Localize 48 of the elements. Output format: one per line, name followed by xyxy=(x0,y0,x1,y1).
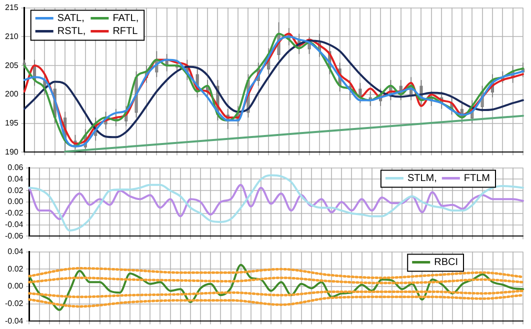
y-tick-label: 0.04 xyxy=(8,247,24,256)
candlestick xyxy=(379,88,382,106)
line-series xyxy=(28,184,524,220)
y-tick-label: 195 xyxy=(4,118,19,128)
candlestick xyxy=(511,65,514,84)
y-tick-label: 205 xyxy=(4,60,19,70)
legend-label: FTLM xyxy=(464,173,490,184)
candlestick xyxy=(84,128,87,150)
legend-label: RFTL xyxy=(112,26,138,38)
candlestick xyxy=(144,65,148,84)
y-tick-label: 215 xyxy=(4,3,19,12)
legend-label: FATL, xyxy=(112,13,139,24)
y-tick-label: 210 xyxy=(4,32,19,41)
legend-label: RBCI xyxy=(434,257,458,268)
candlestick xyxy=(389,80,392,101)
y-tick-label: 0.02 xyxy=(8,186,24,195)
candlestick xyxy=(490,74,494,98)
line-series xyxy=(28,264,524,311)
candlestick xyxy=(521,62,525,78)
y-tick-label: 0.00 xyxy=(8,197,24,206)
y-tick-label: 0.06 xyxy=(8,163,24,172)
y-tick-label: -0.04 xyxy=(5,220,24,230)
y-tick-label: 200 xyxy=(4,90,19,99)
candlestick xyxy=(308,36,311,55)
y-tick-label: 190 xyxy=(4,147,19,156)
candlestick xyxy=(277,22,280,60)
y-tick-label: -0.02 xyxy=(5,208,24,218)
y-tick-label: -0.06 xyxy=(5,231,24,240)
y-tick-label: -0.04 xyxy=(5,316,24,326)
candlestick xyxy=(410,76,413,101)
y-tick-label: 0.04 xyxy=(8,174,24,184)
candlestick xyxy=(256,62,260,86)
candlestick xyxy=(246,74,250,118)
y-tick-label: -0.02 xyxy=(5,299,24,308)
line-series xyxy=(28,294,524,308)
candlestick xyxy=(206,80,210,98)
legend-label: SATL, xyxy=(57,13,84,24)
line-series xyxy=(28,174,524,232)
y-tick-label: 0.02 xyxy=(8,264,24,274)
y-tick-label: 0.00 xyxy=(8,282,24,291)
candlestick xyxy=(94,117,98,142)
candlestick xyxy=(236,105,240,127)
legend-label: RSTL, xyxy=(57,26,86,38)
line-series xyxy=(28,267,524,280)
candlestick xyxy=(155,50,158,78)
candlestick xyxy=(480,85,484,112)
candlestick xyxy=(501,70,504,84)
legend-label: STLM, xyxy=(407,173,437,184)
